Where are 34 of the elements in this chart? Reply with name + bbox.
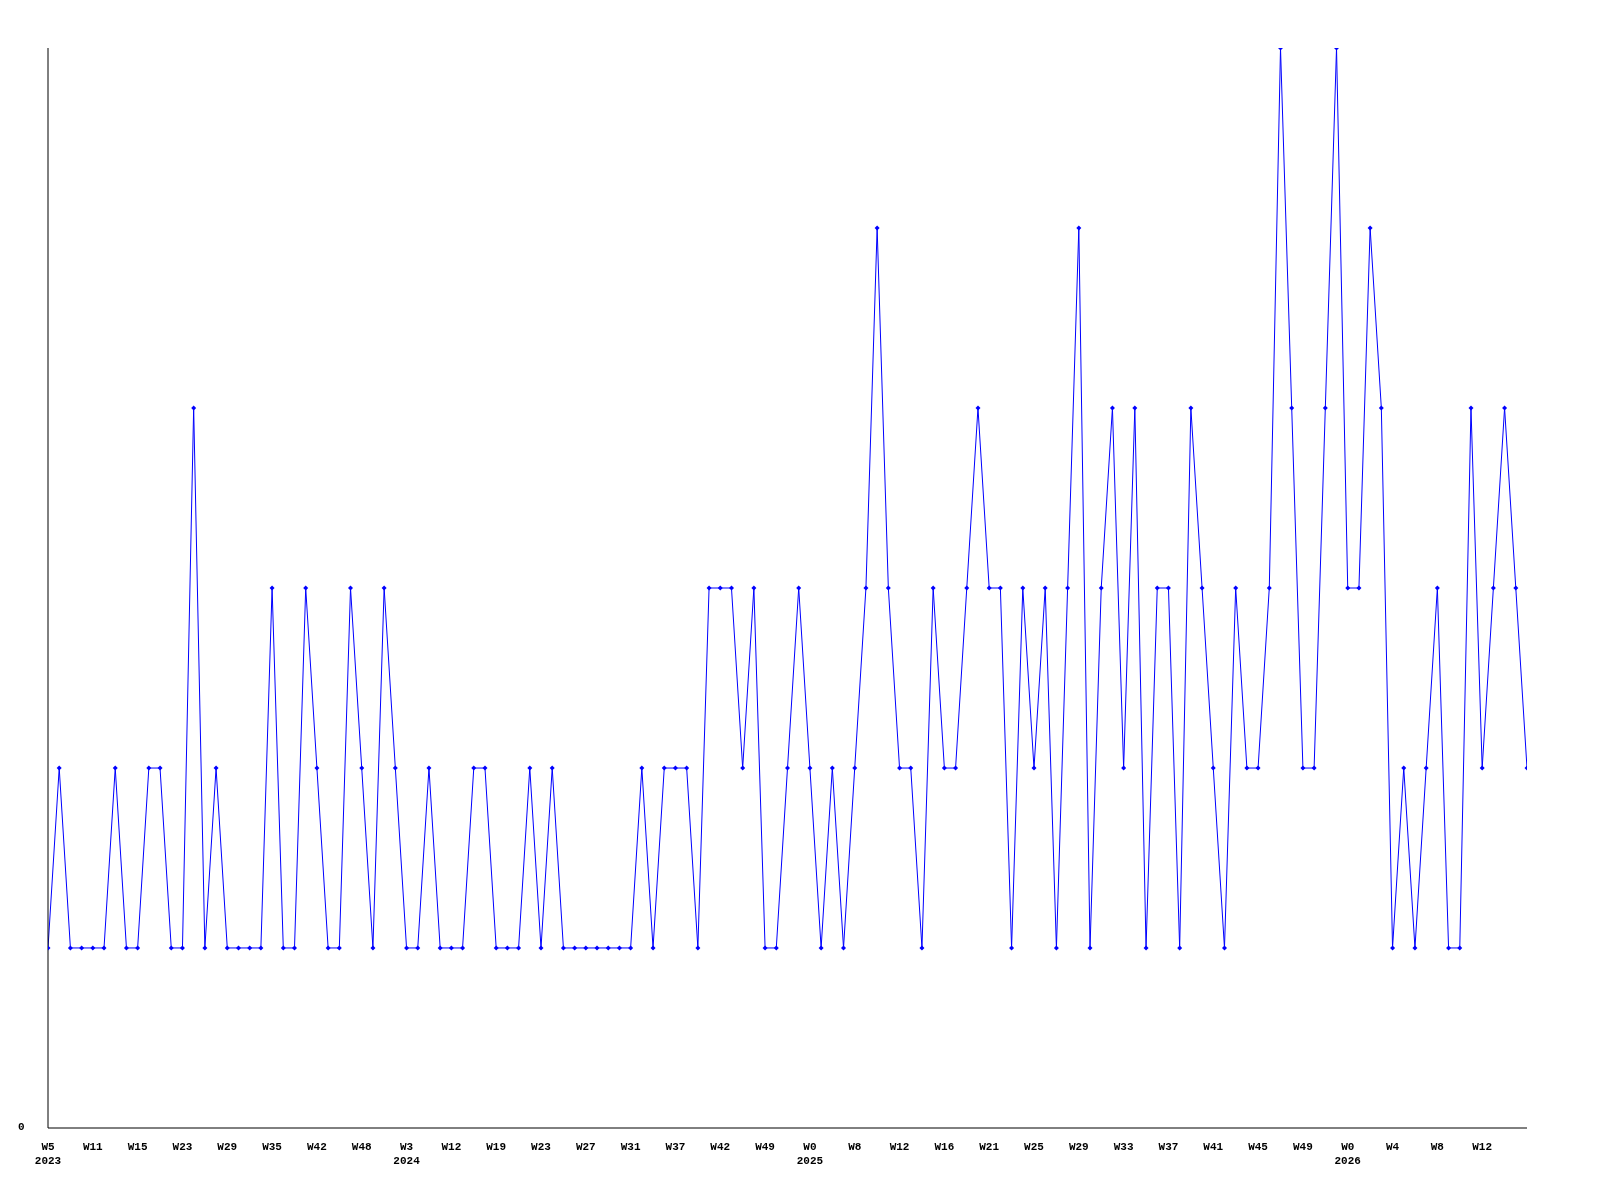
x-tick-label: W16 xyxy=(934,1141,955,1153)
x-tick-label: W21 xyxy=(979,1141,1000,1153)
x-tick-label: W48 xyxy=(351,1141,373,1153)
x-tick-label: W12 xyxy=(441,1141,462,1153)
x-tick-label: W45 xyxy=(1248,1141,1269,1153)
x-tick-label: W5 2023 xyxy=(34,1141,62,1167)
x-tick-label: W23 xyxy=(172,1141,193,1153)
x-tick-label: W27 xyxy=(575,1141,596,1153)
x-tick-label: W29 xyxy=(217,1141,238,1153)
x-tick-label: W4 xyxy=(1385,1141,1400,1153)
x-tick-label: W49 xyxy=(1293,1141,1313,1153)
x-tick-label: W23 xyxy=(531,1141,552,1153)
x-tick-label: W12 xyxy=(889,1141,910,1153)
x-tick-label: W8 xyxy=(848,1141,862,1153)
x-tick-label: W0 2026 xyxy=(1334,1141,1361,1167)
x-tick-label: W15 xyxy=(127,1141,148,1153)
x-tick-label: W31 xyxy=(620,1141,641,1153)
x-tick-label: W35 xyxy=(262,1141,283,1153)
x-tick-label: W11 xyxy=(82,1141,104,1153)
text: 0 xyxy=(18,1121,25,1133)
x-tick-label: W3 2024 xyxy=(393,1141,421,1167)
x-tick-label: W8 xyxy=(1430,1141,1445,1153)
x-tick-label: W49 xyxy=(755,1141,775,1153)
x-tick-label: W33 xyxy=(1113,1141,1134,1153)
x-tick-label: W19 xyxy=(486,1141,507,1153)
x-tick-label: W12 xyxy=(1472,1141,1493,1153)
x-tick-label: W29 xyxy=(1068,1141,1089,1153)
x-tick-label: W0 2025 xyxy=(796,1141,824,1167)
x-tick-label: W37 xyxy=(1158,1141,1179,1153)
x-tick-label: W25 xyxy=(1024,1141,1045,1153)
x-tick-label: W37 xyxy=(665,1141,686,1153)
x-tick-label: W41 xyxy=(1203,1141,1224,1153)
x-tick-label: W42 xyxy=(710,1141,731,1153)
x-tick-label: W42 xyxy=(307,1141,327,1153)
